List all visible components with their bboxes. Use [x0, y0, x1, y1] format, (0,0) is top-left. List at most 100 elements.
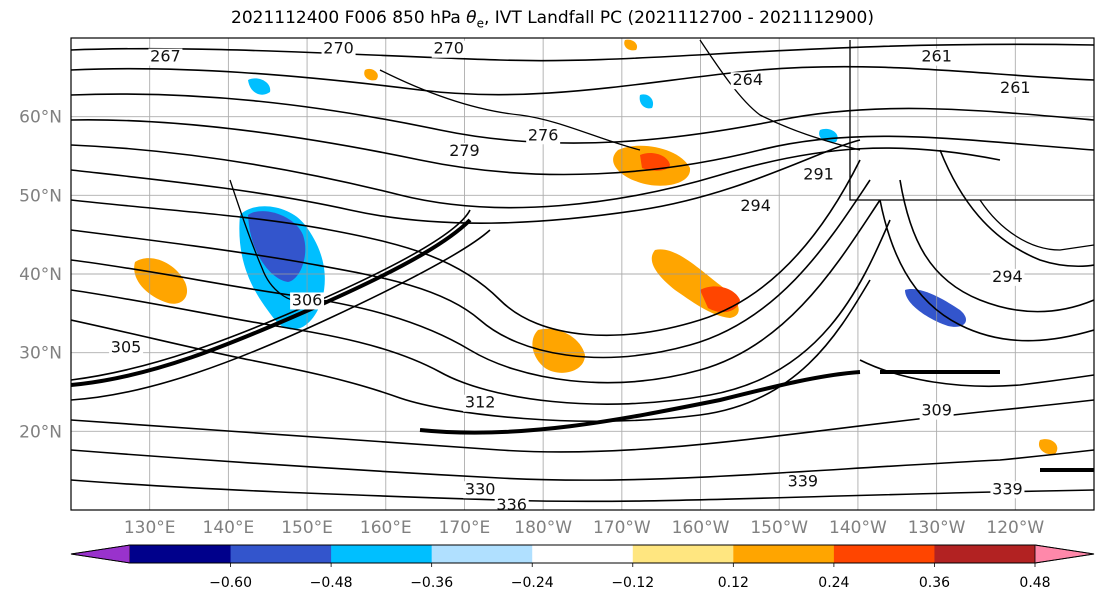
contour-label: 267: [150, 47, 181, 66]
contour-line: [939, 149, 1094, 268]
anomaly-small-1: [624, 39, 638, 51]
colorbar-segment: [632, 545, 734, 563]
contour-label: 309: [921, 401, 952, 420]
contour-label: 330: [465, 479, 496, 498]
title-tail: , IVT Landfall PC (2021112700 - 20211129…: [483, 8, 874, 28]
contour-line: [899, 179, 1094, 313]
latitude-labels: 20°N 30°N 40°N 50°N 60°N: [19, 108, 62, 443]
contour-label: 279: [449, 141, 480, 160]
colorbar-segment: [833, 545, 935, 563]
contour-label-bg: [447, 143, 482, 160]
longitude-label: 120°W: [986, 518, 1044, 538]
contour-line: [71, 449, 1094, 481]
latitude-label: 30°N: [19, 344, 62, 364]
anomaly-alaska-negative: [639, 94, 654, 109]
contour-label: 294: [740, 196, 771, 215]
colorbar-tick-label: −0.60: [209, 575, 252, 591]
latitude-label: 50°N: [19, 186, 62, 206]
contour-label-bg: [801, 166, 836, 184]
contour-label-bg: [463, 394, 498, 412]
latitude-label: 60°N: [19, 108, 62, 128]
contour-line: [71, 65, 1094, 96]
colorbar-tick-label: −0.48: [310, 575, 353, 591]
map-title: 2021112400 F006 850 hPa θe, IVT Landfall…: [0, 8, 1105, 30]
contour-line: [879, 199, 1094, 342]
colorbar-extend-low: [70, 544, 131, 564]
contour-label-bg: [919, 402, 954, 420]
contour-label: 312: [465, 393, 496, 412]
longitude-label: 160°W: [672, 518, 730, 538]
longitude-label: 130°E: [124, 518, 176, 538]
longitude-label: 180°W: [514, 518, 572, 538]
contour-label-bg: [990, 268, 1025, 286]
colorbar-outline: [70, 544, 1095, 564]
longitude-label: 130°W: [908, 518, 966, 538]
map-area: 267 270 270 264 261 261 276 279 294 291 306 294 309 3…: [71, 38, 1094, 514]
contour-label: 294: [992, 267, 1023, 286]
anomaly-central-positive: [532, 328, 585, 373]
colorbar-segment: [331, 545, 433, 563]
theta-e-contours: [71, 43, 1094, 503]
contour-label: 261: [1000, 78, 1031, 97]
colorbar: [70, 544, 1095, 564]
anomaly-korea-positive: [134, 258, 188, 304]
contour-label: 339: [992, 479, 1023, 498]
anomaly-small-2: [364, 68, 378, 81]
contour-label-bg: [998, 80, 1033, 98]
contour-line: [71, 199, 881, 384]
anomaly-gulf-strong: [640, 153, 670, 171]
colorbar-tick-label: −0.24: [511, 575, 554, 591]
colorbar-tick-label: 0.24: [818, 575, 849, 591]
latitude-label: 20°N: [19, 422, 62, 442]
anomaly-pacific-strong: [700, 286, 740, 313]
contour-label-bg: [919, 48, 954, 66]
longitude-label: 170°E: [439, 518, 491, 538]
longitude-labels: 130°E 140°E 150°E 160°E 170°E 180°W 170°W 160°W…: [124, 518, 1045, 538]
contour-label: 336: [496, 495, 527, 514]
contour-label: 305: [111, 338, 142, 357]
title-main: 2021112400 F006 850 hPa: [231, 8, 467, 28]
contour-line: [71, 179, 871, 359]
anomaly-small-4: [1038, 439, 1058, 455]
contour-line: [71, 139, 861, 224]
colorbar-segment: [230, 545, 332, 563]
contour-label: 270: [323, 39, 354, 58]
contour-label-bg: [321, 40, 356, 58]
contour-label-bg: [494, 497, 529, 510]
contour-label-bg: [463, 481, 498, 499]
contour-line: [71, 43, 1094, 62]
longitude-label: 140°W: [829, 518, 887, 538]
colorbar-segment: [431, 545, 533, 563]
contour-label-bg: [148, 48, 183, 66]
contour-label: 276: [528, 125, 559, 144]
title-theta: θe: [466, 8, 484, 31]
contour-label-bg: [785, 473, 820, 491]
coastline: [699, 39, 861, 151]
longitude-label: 160°E: [360, 518, 412, 538]
contour-line: [71, 229, 491, 401]
colorbar-segment: [130, 545, 232, 563]
theta-subscript: e: [476, 16, 484, 31]
longitude-label: 170°W: [593, 518, 651, 538]
contour-label-bg: [738, 198, 773, 216]
contour-label: 306: [292, 290, 323, 309]
colorbar-segment: [934, 545, 1036, 563]
longitude-label: 150°W: [750, 518, 808, 538]
coastline: [849, 40, 1094, 201]
contour-label-bg: [109, 339, 144, 357]
contour-label-bg: [526, 127, 561, 145]
contour-label-bg: [431, 40, 466, 58]
contour-label: 339: [788, 471, 819, 490]
contour-label: 270: [433, 39, 464, 58]
longitude-label: 150°E: [281, 518, 333, 538]
colorbar-tick-label: −0.36: [410, 575, 453, 591]
theta-symbol: θ: [466, 8, 477, 28]
latitude-label: 40°N: [19, 265, 62, 285]
map-frame: [70, 37, 1095, 511]
contour-line-thick: [419, 370, 861, 435]
contour-label-bg: [290, 292, 325, 310]
colorbar-tick-label: 0.12: [718, 575, 749, 591]
colorbar-tick-label: 0.36: [919, 575, 950, 591]
coastline: [379, 69, 641, 151]
